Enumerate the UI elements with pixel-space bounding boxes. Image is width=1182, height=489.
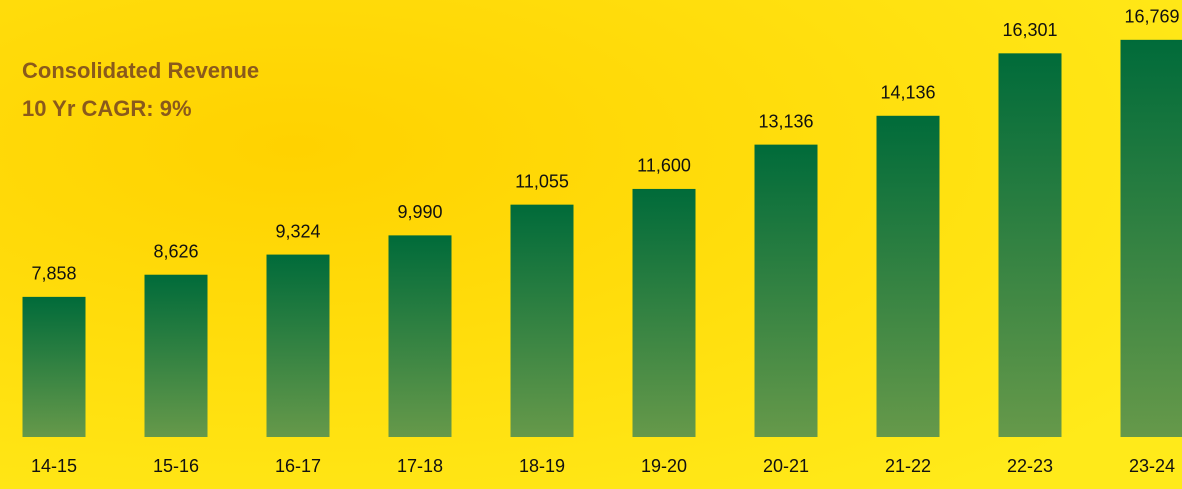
x-tick-label: 22-23 xyxy=(1007,456,1053,476)
value-label: 13,136 xyxy=(758,111,813,131)
value-label: 9,990 xyxy=(397,202,442,222)
bar xyxy=(998,53,1062,437)
x-tick-label: 14-15 xyxy=(31,456,77,476)
value-label: 9,324 xyxy=(275,221,320,241)
chart-subtitle: 10 Yr CAGR: 9% xyxy=(22,96,192,121)
bar xyxy=(144,274,208,437)
value-label: 8,626 xyxy=(153,241,198,261)
x-tick-label: 20-21 xyxy=(763,456,809,476)
value-label: 16,301 xyxy=(1002,20,1057,40)
value-label: 11,055 xyxy=(515,171,569,191)
bar xyxy=(22,296,86,437)
value-label: 14,136 xyxy=(880,83,935,103)
x-tick-label: 16-17 xyxy=(275,456,321,476)
x-tick-label: 15-16 xyxy=(153,456,199,476)
x-tick-label: 21-22 xyxy=(885,456,931,476)
bar xyxy=(388,235,452,437)
bar xyxy=(266,254,330,437)
bar xyxy=(632,188,696,437)
x-tick-label: 23-24 xyxy=(1129,456,1175,476)
bar xyxy=(510,204,574,437)
value-label: 16,769 xyxy=(1124,7,1179,27)
bar xyxy=(1120,39,1182,438)
value-label: 7,858 xyxy=(31,264,76,284)
x-tick-label: 18-19 xyxy=(519,456,565,476)
x-tick-label: 19-20 xyxy=(641,456,687,476)
chart-title: Consolidated Revenue xyxy=(22,58,259,83)
value-label: 11,600 xyxy=(637,156,691,176)
bar xyxy=(876,115,940,438)
x-tick-label: 17-18 xyxy=(397,456,443,476)
bar xyxy=(754,144,818,438)
